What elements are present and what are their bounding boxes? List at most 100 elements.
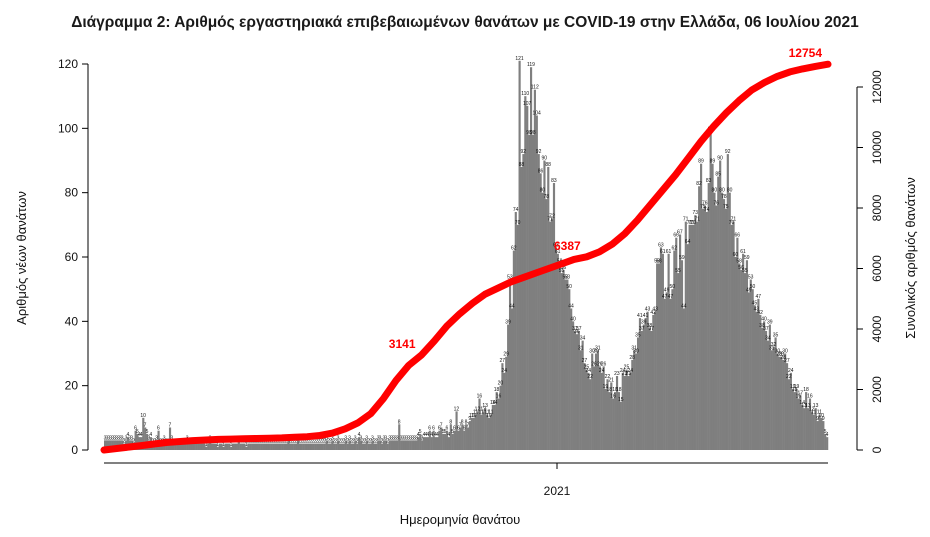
bar [386,443,389,450]
bar [421,440,424,450]
bar [423,437,426,450]
bar-value-label: 27 [582,358,588,364]
bar [657,263,661,450]
bar-value-label: 5 [442,429,445,435]
bar-value-label: 89 [698,159,704,165]
bar [434,437,437,450]
bar [159,443,162,450]
x-tick-label: 2021 [544,484,571,498]
bar [258,443,261,450]
bar [478,398,481,450]
bar-value-label: 3 [421,435,424,441]
bar [560,273,563,450]
bar [604,388,607,450]
bar-value-label: 2 [373,439,376,445]
bar-value-label: 27 [784,358,790,364]
bar [302,443,305,450]
bar [572,321,575,450]
bar-value-label: 80 [712,188,718,194]
bar [105,440,109,450]
bar [820,417,823,450]
bar-value-label: 16 [496,394,502,400]
bar-value-label: 59 [744,255,750,261]
bar-value-label: 30 [775,349,781,355]
bar [755,311,758,450]
bar [656,263,659,450]
bar [476,411,479,450]
bar-value-label: 24 [627,368,633,374]
bar-value-label: 4 [424,432,427,438]
bar-value-label: 25 [584,365,590,371]
bar-value-label: 92 [536,149,542,155]
bar [172,443,175,450]
bar-value-label: 11 [488,410,493,416]
bar-value-label: 2 [329,439,332,445]
bar-value-label: 119 [527,62,535,68]
bar-value-label: 70 [515,220,521,226]
bar-value-label: 31 [769,345,775,351]
bar-value-label: 78 [721,194,727,200]
bar-value-label: 2 [318,439,321,445]
bar [686,244,689,450]
bar [191,443,195,450]
bar-value-label: 29 [777,352,783,358]
axes-layer: 0204060801001200200040006000800010000120… [58,57,884,498]
bar [713,192,716,451]
bar-value-label: 9 [822,416,825,422]
bar-value-label: 19 [794,384,800,390]
bar-value-label: 3 [105,435,108,441]
bar-value-label: 16 [477,394,483,400]
bar-value-label: 23 [614,371,620,377]
bar [715,205,718,450]
bar-value-label: 3 [155,435,158,441]
bar-value-label: 31 [631,345,637,351]
bar [552,183,556,450]
bar [512,250,515,450]
bar-value-label: 3 [382,435,385,441]
bar-value-label: 45 [752,300,758,306]
bar-value-label: 8 [449,419,452,425]
bar [104,440,107,450]
y-tick-label-left: 0 [71,443,78,457]
bar-value-label: 18 [616,387,622,393]
bar [640,330,643,450]
bar [785,363,789,450]
bar [203,443,206,450]
bar-value-label: 3 [354,435,357,441]
bar-value-label: 2 [340,439,343,445]
bar-value-label: 11 [811,410,816,416]
bar [667,253,670,450]
bar-value-label: 3 [348,435,351,441]
bar [753,305,756,450]
bar-value-label: 12 [475,406,481,412]
bar [602,366,605,450]
bar [253,443,256,450]
bar-value-label: 75 [723,204,729,210]
bar [195,443,198,450]
y-tick-label-left: 20 [65,379,79,393]
bar-value-label: 30 [589,349,595,355]
bar-value-label: 19 [790,384,796,390]
bar-value-label: 3 [115,435,118,441]
bar [283,443,286,450]
bar [499,385,502,450]
bar-value-label: 88 [519,162,525,168]
bar [757,298,760,450]
bar [659,247,663,450]
bar-value-label: 2 [381,439,384,445]
bar-value-label: 26 [597,361,603,367]
bar-value-label: 14 [490,400,496,406]
y-tick-label-right: 0 [870,446,884,453]
bar [424,437,428,450]
bar-value-label: 44 [568,303,574,309]
bar [310,443,313,450]
bar [266,443,269,450]
bar [805,392,808,450]
bar [633,350,636,450]
bar-value-label: 89 [710,159,716,165]
bar [279,443,282,450]
bar-value-label: 37 [576,326,582,332]
bar [675,237,678,450]
bar [296,440,300,450]
bar-value-label: 2 [293,439,296,445]
